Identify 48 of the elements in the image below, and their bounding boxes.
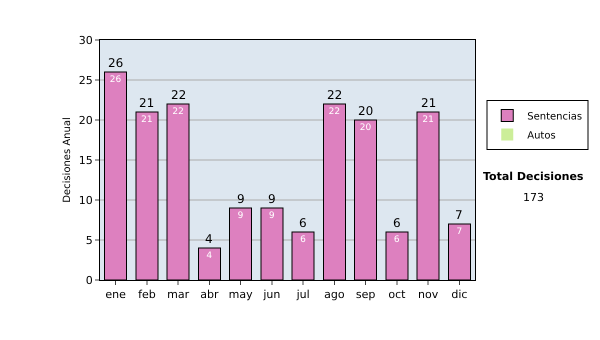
total-label: 22 [171, 88, 186, 102]
text: Total Decisiones [483, 170, 584, 183]
x-tick-label: nov [418, 288, 439, 302]
y-axis-title: Decisiones Anual [62, 117, 73, 203]
total-label: 6 [393, 216, 401, 230]
x-tick-label: ago [324, 288, 345, 302]
x-tick-label: dic [451, 288, 468, 302]
y-tick-label: 25 [78, 74, 93, 87]
total-label: 7 [455, 208, 463, 222]
x-tick-label: feb [138, 288, 156, 302]
data-label: 6 [300, 235, 306, 245]
total-label: 4 [205, 232, 213, 246]
x-tick-label: oct [388, 288, 406, 302]
legend-label: Autos [527, 130, 556, 142]
total-label: 20 [358, 104, 374, 118]
total-label: 9 [268, 192, 276, 206]
data-label: 22 [172, 107, 184, 117]
y-tick-label: 15 [78, 154, 93, 167]
total-label: 21 [421, 96, 436, 110]
data-label: 9 [238, 211, 244, 221]
x-tick-label: mar [167, 288, 190, 302]
y-tick-label: 30 [78, 34, 93, 47]
x-tick-label: abr [200, 288, 219, 302]
x-tick-label: ene [105, 288, 126, 302]
data-label: 26 [110, 75, 122, 85]
y-tick-label: 5 [86, 234, 93, 247]
total-label: 22 [327, 88, 342, 102]
data-label: 20 [360, 123, 372, 133]
total-label: 6 [299, 216, 307, 230]
total-label: 26 [108, 56, 124, 70]
y-tick-label: 10 [78, 194, 93, 207]
data-label: 7 [456, 227, 462, 237]
legend-label: Sentencias [527, 111, 582, 122]
total-label: 21 [139, 96, 154, 110]
y-tick-label: 20 [78, 114, 93, 127]
x-tick-label: sep [356, 288, 376, 302]
data-label: 9 [268, 211, 275, 221]
x-tick-label: jun [262, 288, 280, 302]
data-label: 21 [422, 115, 434, 125]
text: 173 [523, 191, 544, 204]
x-tick-label: jul [296, 288, 310, 302]
data-label: 6 [394, 235, 400, 245]
x-tick-label: may [228, 288, 254, 302]
data-label: 4 [206, 251, 212, 261]
data-label: 22 [328, 107, 340, 117]
data-label: 21 [141, 115, 153, 125]
y-tick-label: 0 [86, 274, 93, 287]
total-label: 9 [237, 192, 245, 206]
